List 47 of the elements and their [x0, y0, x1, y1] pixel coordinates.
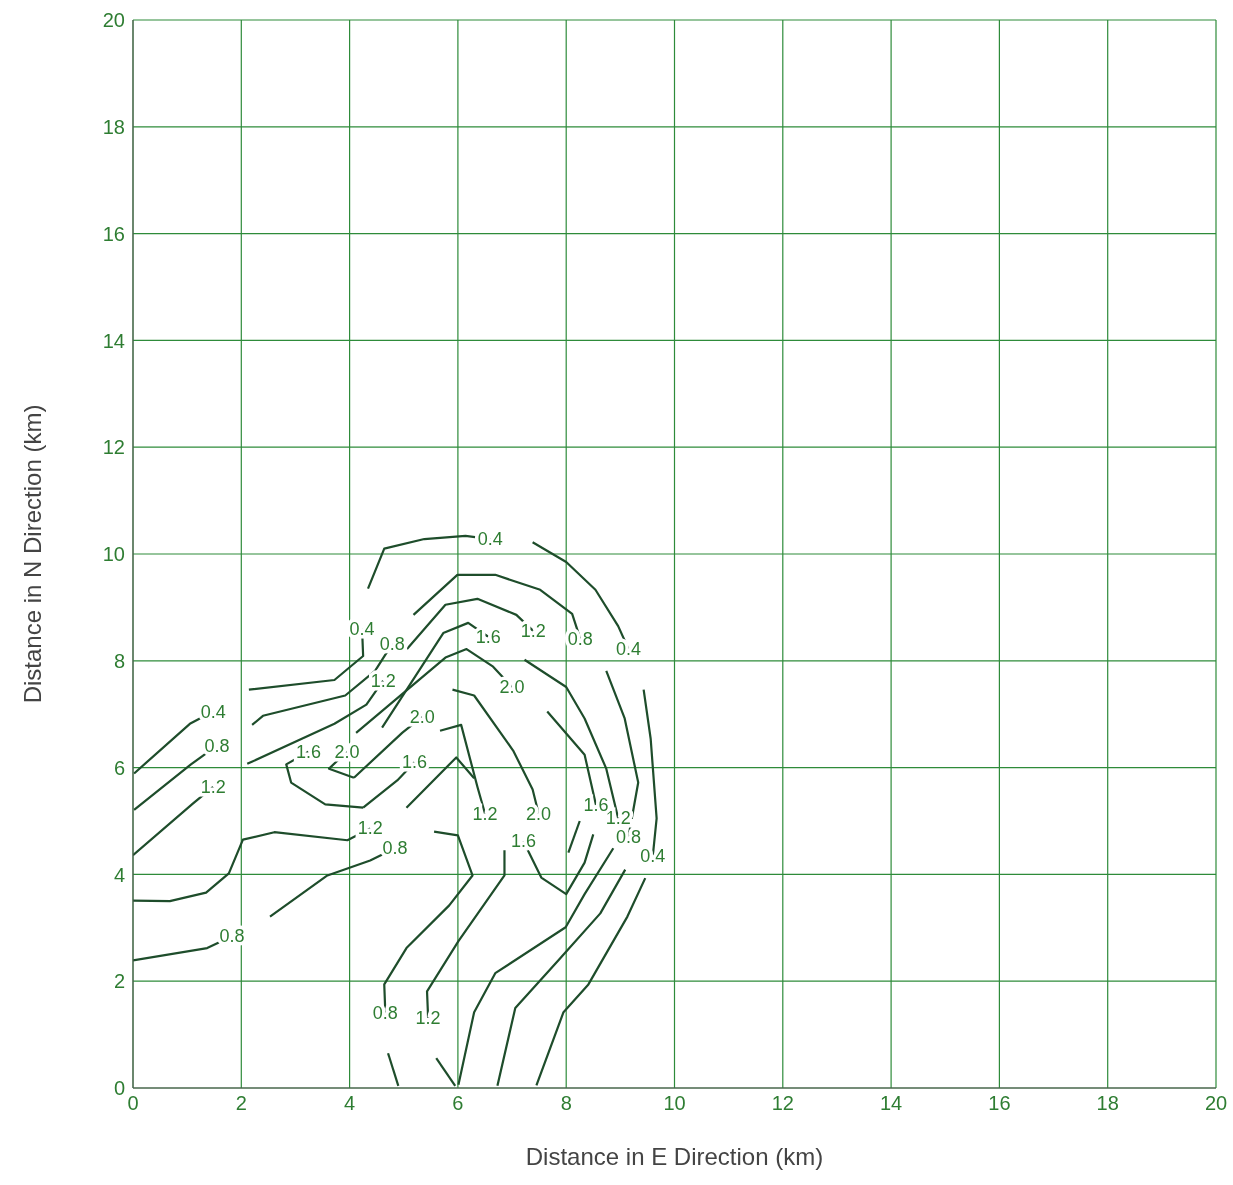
x-tick-label: 12 [771, 1092, 794, 1115]
series-label: 0.4 [615, 639, 641, 660]
x-tick-label: 18 [1096, 1092, 1119, 1115]
x-tick-label: 8 [560, 1092, 572, 1115]
y-axis-title: Distance in N Direction (km) [18, 404, 46, 704]
x-tick-label: 6 [452, 1092, 464, 1115]
series-label: 1.2 [520, 620, 546, 641]
series-label: 1.6 [295, 741, 321, 762]
series-label: 2.0 [409, 706, 435, 727]
y-tick-label: 6 [113, 756, 125, 779]
series-label: 2.0 [499, 676, 525, 697]
y-tick-label: 4 [113, 863, 125, 886]
x-tick-label: 0 [127, 1092, 139, 1115]
x-tick-label: 4 [344, 1092, 356, 1115]
series-label: 0.4 [200, 701, 226, 722]
series-label: 1.6 [510, 831, 536, 852]
series-label: 1.2 [472, 803, 498, 824]
series-label: 1.2 [200, 776, 226, 797]
y-tick-label: 12 [102, 436, 125, 459]
series-label: 0.8 [615, 827, 641, 848]
series-label: 0.4 [477, 529, 503, 550]
y-tick-label: 16 [102, 222, 125, 245]
series-label: 0.8 [204, 735, 230, 756]
series-label: 1.2 [370, 670, 396, 691]
x-axis-title: Distance in E Direction (km) [525, 1143, 824, 1170]
x-tick-label: 10 [663, 1092, 686, 1115]
series-label: 0.8 [382, 838, 408, 859]
x-tick-label: 20 [1204, 1092, 1228, 1115]
x-tick-label: 2 [235, 1092, 247, 1115]
series-label: 1.2 [415, 1008, 441, 1029]
y-tick-label: 0 [113, 1077, 125, 1100]
series-label: 2.0 [526, 803, 552, 824]
series-label: 0.8 [567, 628, 593, 649]
series-label: 1.6 [475, 626, 501, 647]
series-label: 1.2 [357, 818, 383, 839]
series-label: 0.8 [372, 1003, 398, 1024]
series-label: 0.4 [349, 618, 375, 639]
y-tick-label: 2 [113, 970, 125, 993]
y-tick-label: 14 [102, 329, 125, 352]
y-tick-label: 10 [102, 543, 125, 566]
y-tick-label: 18 [102, 115, 125, 138]
series-label: 0.4 [640, 845, 666, 866]
x-tick-label: 16 [988, 1092, 1011, 1115]
y-tick-label: 8 [113, 649, 125, 672]
series-label: 0.8 [379, 633, 405, 654]
y-tick-label: 20 [102, 9, 125, 32]
x-tick-label: 14 [879, 1092, 903, 1115]
